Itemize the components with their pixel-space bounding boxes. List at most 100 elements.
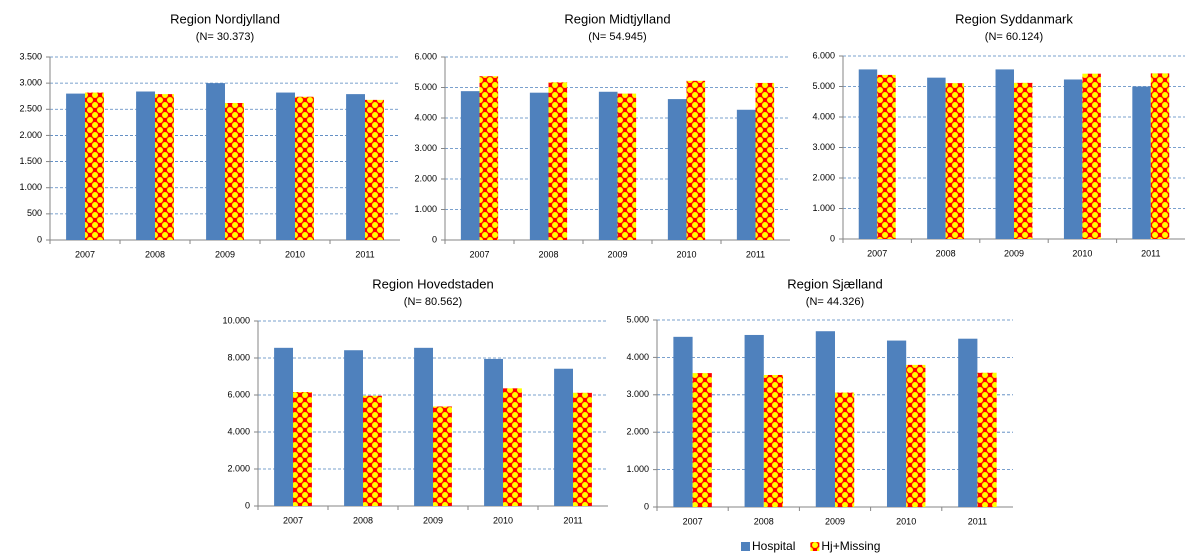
y-tick-label: 6.000 (414, 51, 437, 61)
bar (554, 368, 573, 506)
y-tick-label: 3.000 (626, 389, 649, 399)
y-tick-label: 10.000 (222, 315, 250, 325)
x-tick-label: 2008 (353, 515, 373, 525)
subchart: Region Sjælland (N= 44.326) 0 1.000 2.000 3.0… (626, 276, 1013, 526)
bar (1082, 73, 1101, 239)
y-tick-label: 4.000 (626, 352, 649, 362)
bar (503, 388, 522, 506)
bar (136, 91, 155, 240)
bar (673, 336, 693, 507)
x-tick-label: 2007 (469, 249, 489, 259)
bar (1150, 73, 1170, 239)
bar (906, 364, 926, 507)
bar (686, 80, 706, 240)
chart-subtitle: (N= 30.373) (196, 31, 254, 43)
x-tick-label: 2010 (493, 515, 513, 525)
y-tick-label: 3.000 (812, 142, 835, 152)
y-tick-label: 5.000 (812, 81, 835, 91)
x-tick-label: 2008 (145, 249, 165, 259)
y-tick-label: 0 (245, 500, 250, 510)
bar (66, 93, 85, 240)
subchart: Region Nordjylland (N= 30.373) 0 500 1.000 1.… (19, 11, 400, 259)
bar (225, 103, 244, 240)
y-tick-label: 4.000 (812, 111, 835, 121)
bar (815, 331, 835, 507)
bar (206, 83, 225, 241)
chart-subtitle: (N= 60.124) (985, 31, 1043, 43)
bar (667, 99, 687, 240)
y-tick-label: 0 (830, 233, 835, 243)
bar (958, 338, 978, 507)
bar (529, 92, 549, 240)
y-tick-label: 3.500 (19, 51, 42, 61)
x-tick-label: 2011 (563, 515, 582, 525)
legend-label: Hj+Missing (821, 539, 880, 553)
bar (617, 93, 637, 240)
bar (344, 350, 363, 506)
bar (363, 395, 382, 506)
x-tick-label: 2008 (936, 248, 956, 258)
chart-subtitle: (N= 54.945) (588, 31, 646, 43)
y-tick-label: 1.000 (19, 182, 42, 192)
bar (479, 76, 499, 240)
bar (414, 347, 433, 506)
bar (858, 69, 878, 239)
bar (744, 334, 764, 507)
x-tick-label: 2007 (683, 516, 703, 526)
x-tick-label: 2009 (825, 516, 845, 526)
bar (293, 392, 312, 506)
bar (755, 82, 775, 240)
bar (945, 83, 965, 240)
y-tick-label: 6.000 (812, 50, 835, 60)
x-tick-label: 2008 (754, 516, 774, 526)
bar (365, 99, 384, 240)
bar (977, 372, 997, 507)
y-tick-label: 8.000 (227, 352, 250, 362)
y-tick-label: 500 (27, 208, 42, 218)
y-tick-label: 0 (432, 234, 437, 244)
y-tick-label: 2.000 (812, 172, 835, 182)
bar (835, 392, 855, 507)
bar (736, 109, 756, 240)
bar (1014, 82, 1033, 239)
x-tick-label: 2011 (1141, 248, 1160, 258)
legend-swatch (741, 542, 750, 551)
chart-subtitle: (N= 80.562) (404, 296, 462, 308)
x-tick-label: 2008 (538, 249, 558, 259)
chart-title: Region Nordjylland (170, 11, 280, 26)
bar (995, 69, 1014, 239)
subchart: Region Midtjylland (N= 54.945) 0 1.000 2.000… (414, 11, 790, 259)
bar (927, 77, 946, 239)
y-tick-label: 4.000 (227, 426, 250, 436)
y-tick-label: 1.000 (414, 204, 437, 214)
bar (692, 373, 712, 507)
bar (1063, 79, 1083, 239)
x-tick-label: 2009 (215, 249, 235, 259)
y-tick-label: 4.000 (414, 112, 437, 122)
y-tick-label: 6.000 (227, 389, 250, 399)
y-tick-label: 0 (37, 234, 42, 244)
bar (548, 82, 568, 240)
legend-swatch (810, 542, 820, 551)
y-tick-label: 1.000 (812, 203, 835, 213)
x-tick-label: 2011 (355, 249, 374, 259)
bar (877, 74, 896, 239)
x-tick-label: 2010 (676, 249, 696, 259)
y-tick-label: 2.000 (414, 173, 437, 183)
chart-title: Region Hovedstaden (372, 276, 493, 291)
x-tick-label: 2010 (896, 516, 916, 526)
bar (763, 374, 784, 507)
bar (433, 406, 452, 506)
x-tick-label: 2007 (283, 515, 303, 525)
y-tick-label: 0 (644, 501, 649, 511)
chart-title: Region Midtjylland (564, 11, 670, 26)
bar (573, 392, 592, 506)
chart-subtitle: (N= 44.326) (806, 296, 864, 308)
y-tick-label: 3.000 (414, 143, 437, 153)
subchart: Region Hovedstaden (N= 80.562) 0 2.000 4.000… (222, 276, 608, 525)
y-tick-label: 2.000 (626, 427, 649, 437)
bar (460, 91, 480, 240)
y-tick-label: 1.000 (626, 464, 649, 474)
y-tick-label: 2.500 (19, 104, 42, 114)
